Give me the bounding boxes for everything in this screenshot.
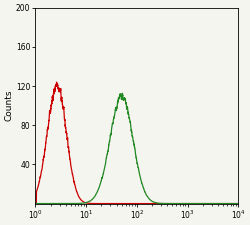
Y-axis label: Counts: Counts bbox=[4, 90, 13, 121]
